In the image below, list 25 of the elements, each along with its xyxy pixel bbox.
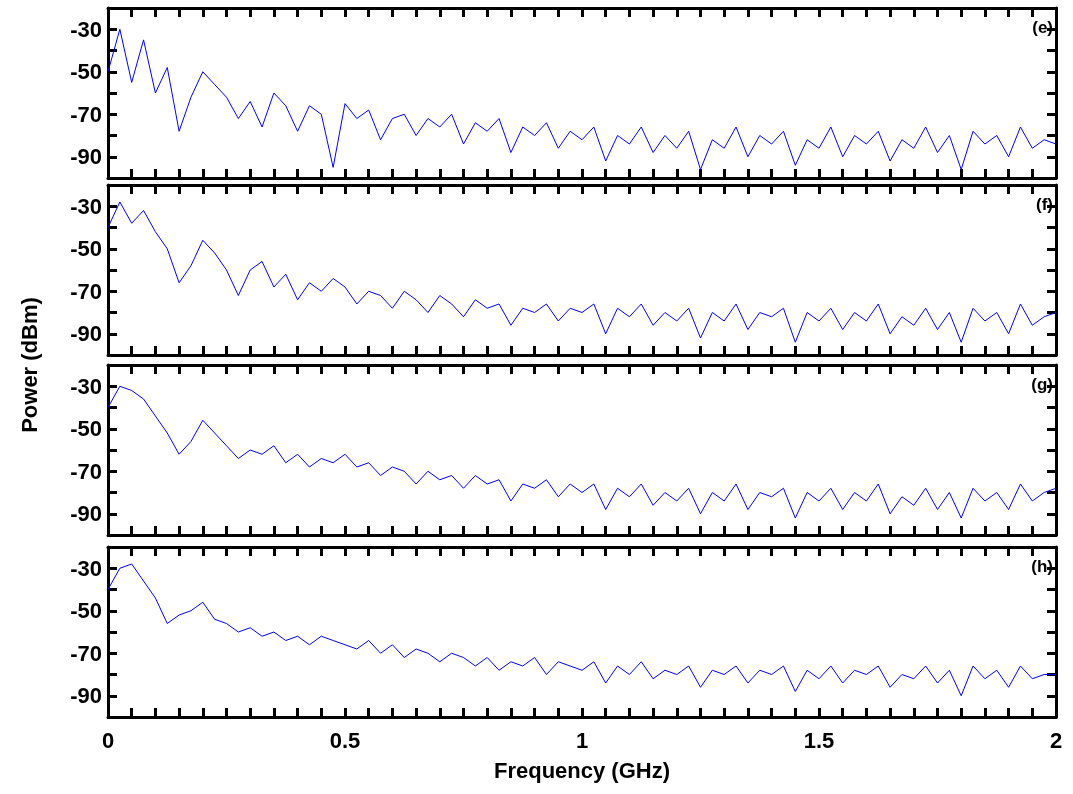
y-tick-label: -50 <box>70 416 102 442</box>
y-tick-label: -30 <box>70 193 102 219</box>
y-tick-label: -70 <box>70 278 102 304</box>
x-tick-label: 2 <box>1049 727 1063 753</box>
y-tick-label: -50 <box>70 59 102 85</box>
y-tick-label: -90 <box>70 683 102 709</box>
annotation: (g) <box>1031 375 1054 394</box>
annotation: (h) <box>1031 557 1054 576</box>
y-tick-label: -70 <box>70 458 102 484</box>
y-tick-label: -30 <box>70 555 102 581</box>
y-tick-label: -90 <box>70 144 102 170</box>
y-tick-label: -70 <box>70 640 102 666</box>
y-tick-label: -90 <box>70 321 102 347</box>
y-tick-label: -30 <box>70 373 102 399</box>
y-tick-label: -50 <box>70 598 102 624</box>
y-tick-label: -30 <box>70 16 102 42</box>
x-tick-label: 0.5 <box>329 727 361 753</box>
x-tick-label: 1.5 <box>803 727 835 753</box>
x-axis-title: Frequency (GHz) <box>493 757 671 783</box>
y-tick-label: -70 <box>70 101 102 127</box>
x-tick-label: 1 <box>575 727 589 753</box>
y-tick-label: -50 <box>70 236 102 262</box>
y-tick-label: -90 <box>70 501 102 527</box>
x-tick-label: 0 <box>101 727 115 753</box>
y-axis-title: Power (dBm) <box>17 297 43 433</box>
